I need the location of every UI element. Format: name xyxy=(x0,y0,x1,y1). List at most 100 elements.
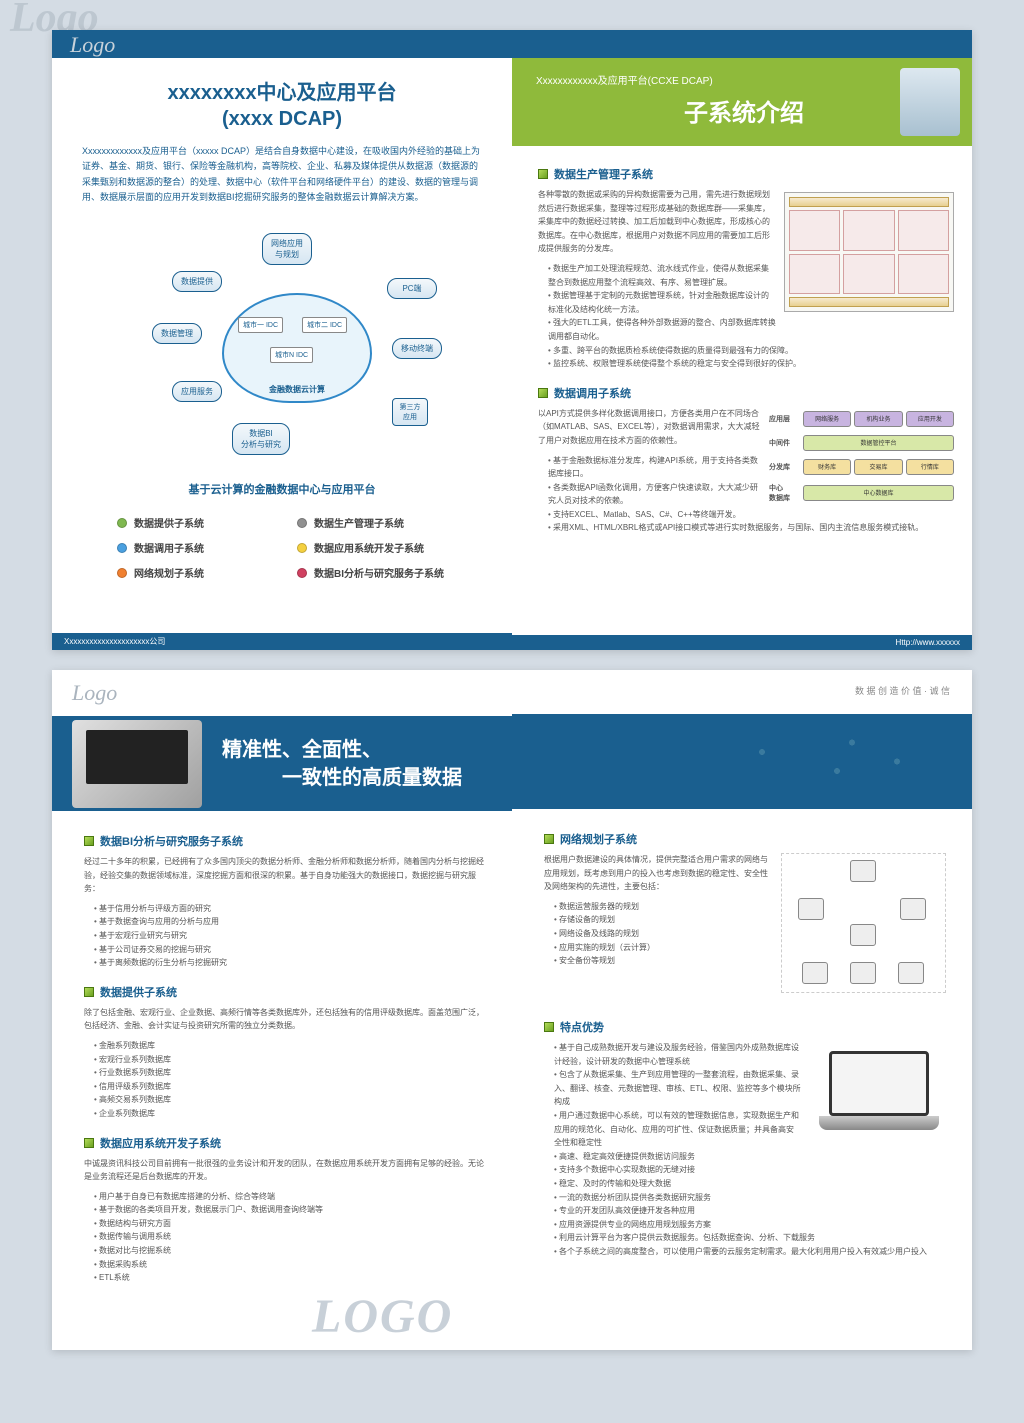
section-title: 网络规划子系统 xyxy=(544,831,946,847)
list-item: 应用资源提供专业的网络应用规划服务方案 xyxy=(554,1218,946,1232)
legend-label: 数据BI分析与研究服务子系统 xyxy=(314,565,444,580)
spread-1: Logo xxxxxxxx中心及应用平台 (xxxx DCAP) Xxxxxxx… xyxy=(52,30,972,650)
laptop-illustration xyxy=(811,1047,946,1147)
page-1-left: Logo xxxxxxxx中心及应用平台 (xxxx DCAP) Xxxxxxx… xyxy=(52,30,512,650)
bullet-list: 金融系列数据库宏观行业系列数据库行业数据系列数据库信用评级系列数据库高频交易系列… xyxy=(84,1039,486,1121)
idc-box: 城市N IDC xyxy=(270,347,313,363)
legend-dot-icon xyxy=(297,518,307,528)
section-title-text: 数据应用系统开发子系统 xyxy=(100,1135,221,1151)
list-item: 高速、稳定高效便捷提供数据访问服务 xyxy=(554,1150,946,1164)
right-body: 网络规划子系统 根据用户数据建设的具体情况，提供完整适合用户需求的网络与应用规划… xyxy=(512,809,972,1309)
list-item: 数据采购系统 xyxy=(94,1258,486,1272)
bullet-square-icon xyxy=(84,1138,94,1148)
bg-logo-bottom: LOGO xyxy=(312,1289,453,1344)
legend-item: 数据BI分析与研究服务子系统 xyxy=(297,565,447,580)
list-item: 宏观行业系列数据库 xyxy=(94,1053,486,1067)
tier-box: 行情库 xyxy=(906,459,954,475)
bullet-list: 用户基于自身已有数据库搭建的分析、综合等终端基于数据的各类项目开发，数据展示门户… xyxy=(84,1190,486,1285)
list-item: 用户基于自身已有数据库搭建的分析、综合等终端 xyxy=(94,1190,486,1204)
list-item: 基于信用分析与评级方面的研究 xyxy=(94,902,486,916)
bullet-square-icon xyxy=(538,388,548,398)
banner-text: 精准性、全面性、 一致性的高质量数据 xyxy=(222,736,462,792)
legend-item: 数据生产管理子系统 xyxy=(297,515,447,530)
section-title: 数据BI分析与研究服务子系统 xyxy=(84,833,486,849)
green-header: Xxxxxxxxxxxx及应用平台(CCXE DCAP) 子系统介绍 xyxy=(512,58,972,146)
tier-row: 应用层网络服务机构业务应用开发 xyxy=(769,411,954,427)
spread-1-wrap: Logo Logo xxxxxxxx中心及应用平台 (xxxx DCAP) Xx… xyxy=(0,0,1024,660)
cloud-caption: 金融数据云计算 xyxy=(224,384,370,395)
diagram-caption: 基于云计算的金融数据中心与应用平台 xyxy=(52,481,512,497)
list-item: 金融系列数据库 xyxy=(94,1039,486,1053)
list-item: 各个子系统之间的高度整合，可以使用户需要的云服务定制需求。最大化利用用户投入有效… xyxy=(554,1245,946,1259)
section-title-text: 数据BI分析与研究服务子系统 xyxy=(100,833,243,849)
legend-label: 数据调用子系统 xyxy=(134,540,204,555)
architecture-diagram xyxy=(784,192,954,312)
bullet-square-icon xyxy=(84,836,94,846)
cloud-diagram: 城市一 IDC 城市二 IDC 城市N IDC 金融数据云计算 网络应用与规划数… xyxy=(102,223,462,473)
list-item: 支持多个数据中心实现数据的无缝对接 xyxy=(554,1163,946,1177)
legend-item: 网络规划子系统 xyxy=(117,565,267,580)
bullet-square-icon xyxy=(544,834,554,844)
page-2-left: Logo 精准性、全面性、 一致性的高质量数据 数据BI分析与研究服务子系统 经… xyxy=(52,670,512,1350)
header-bar: Logo xyxy=(52,30,512,58)
legend-dot-icon xyxy=(117,543,127,553)
list-item: 利用云计算平台为客户提供云数据服务。包括数据查询、分析、下载服务 xyxy=(554,1231,946,1245)
bullet-list: 基于信用分析与评级方面的研究基于数据查询与应用的分析与应用基于宏观行业研究与研究… xyxy=(84,902,486,970)
legend-dot-icon xyxy=(297,543,307,553)
tier-row: 中心数据库中心数据库 xyxy=(769,483,954,503)
section-title-text: 数据提供子系统 xyxy=(100,984,177,1000)
person-photo xyxy=(900,68,960,136)
banner-right xyxy=(512,714,972,809)
section-title-text: 数据生产管理子系统 xyxy=(554,166,653,182)
idc-box: 城市二 IDC xyxy=(302,317,347,333)
tier-box: 财务库 xyxy=(803,459,851,475)
banner: 精准性、全面性、 一致性的高质量数据 xyxy=(52,716,512,811)
list-item: 强大的ETL工具，使得各种外部数据源的整合、内部数据库转换调用都自动化。 xyxy=(548,316,954,343)
list-item: 基于数据查询与应用的分析与应用 xyxy=(94,915,486,929)
list-item: 基于宏观行业研究与研究 xyxy=(94,929,486,943)
bullet-square-icon xyxy=(544,1022,554,1032)
diagram-pill: 第三方应用 xyxy=(392,398,428,426)
diagram-pill: 数据提供 xyxy=(172,271,222,292)
section-title: 数据调用子系统 xyxy=(538,385,954,401)
idc-box: 城市一 IDC xyxy=(238,317,283,333)
legend-item: 数据应用系统开发子系统 xyxy=(297,540,447,555)
tier-row: 中间件数据管控平台 xyxy=(769,435,954,451)
right-body: 数据生产管理子系统 各种零散的数据或采购的异构数据需要为己用，需先进行数据规划然… xyxy=(512,146,972,545)
footer-left: Xxxxxxxxxxxxxxxxxxxxx公司 xyxy=(52,633,512,650)
list-item: 高频交易系列数据库 xyxy=(94,1093,486,1107)
section-para: 经过二十多年的积累，已经拥有了众多国内顶尖的数据分析师、金融分析师和数据分析师，… xyxy=(84,855,486,896)
legend-label: 数据应用系统开发子系统 xyxy=(314,540,424,555)
list-item: 多重、跨平台的数据质检系统使得数据的质量得到最强有力的保障。 xyxy=(548,344,954,358)
main-title: xxxxxxxx中心及应用平台 (xxxx DCAP) xyxy=(52,58,512,144)
list-item: ETL系统 xyxy=(94,1271,486,1285)
list-item: 数据结构与研究方面 xyxy=(94,1217,486,1231)
diagram-pill: 移动终端 xyxy=(392,338,442,359)
title-line-2: (xxxx DCAP) xyxy=(72,106,492,132)
network-diagram xyxy=(781,853,946,993)
tier-box: 机构业务 xyxy=(854,411,902,427)
legend-dot-icon xyxy=(297,568,307,578)
legend-item: 数据调用子系统 xyxy=(117,540,267,555)
list-item: 数据对比与挖掘系统 xyxy=(94,1244,486,1258)
diagram-pill: PC端 xyxy=(387,278,437,299)
tier-box: 网络服务 xyxy=(803,411,851,427)
spread-2: Logo 精准性、全面性、 一致性的高质量数据 数据BI分析与研究服务子系统 经… xyxy=(52,670,972,1350)
list-item: 信用评级系列数据库 xyxy=(94,1080,486,1094)
section-title-text: 网络规划子系统 xyxy=(560,831,637,847)
bullet-square-icon xyxy=(84,987,94,997)
tagline: 数 据 创 造 价 值 · 诚 信 xyxy=(512,670,972,697)
page-1-right: Xxxxxxxxxxxx及应用平台(CCXE DCAP) 子系统介绍 数据生产管… xyxy=(512,30,972,650)
section-title-text: 特点优势 xyxy=(560,1019,604,1035)
legend-dot-icon xyxy=(117,568,127,578)
tier-label: 分发库 xyxy=(769,462,799,472)
section-para: 除了包括金融、宏观行业、企业数据、高频行情等各类数据库外，还包括独有的信用评级数… xyxy=(84,1006,486,1033)
list-item: 一流的数据分析团队提供各类数据研究服务 xyxy=(554,1191,946,1205)
section-para: 中诚晟资讯科技公司目前拥有一批很强的业务设计和开发的团队，在数据应用系统开发方面… xyxy=(84,1157,486,1184)
list-item: 基于数据的各类项目开发，数据展示门户、数据调用查询终端等 xyxy=(94,1203,486,1217)
logo-text: Logo xyxy=(72,680,492,706)
section-title-text: 数据调用子系统 xyxy=(554,385,631,401)
laptop-photo xyxy=(72,720,202,808)
bullet-square-icon xyxy=(538,169,548,179)
list-item: 基于离频数据的衍生分析与挖掘研究 xyxy=(94,956,486,970)
